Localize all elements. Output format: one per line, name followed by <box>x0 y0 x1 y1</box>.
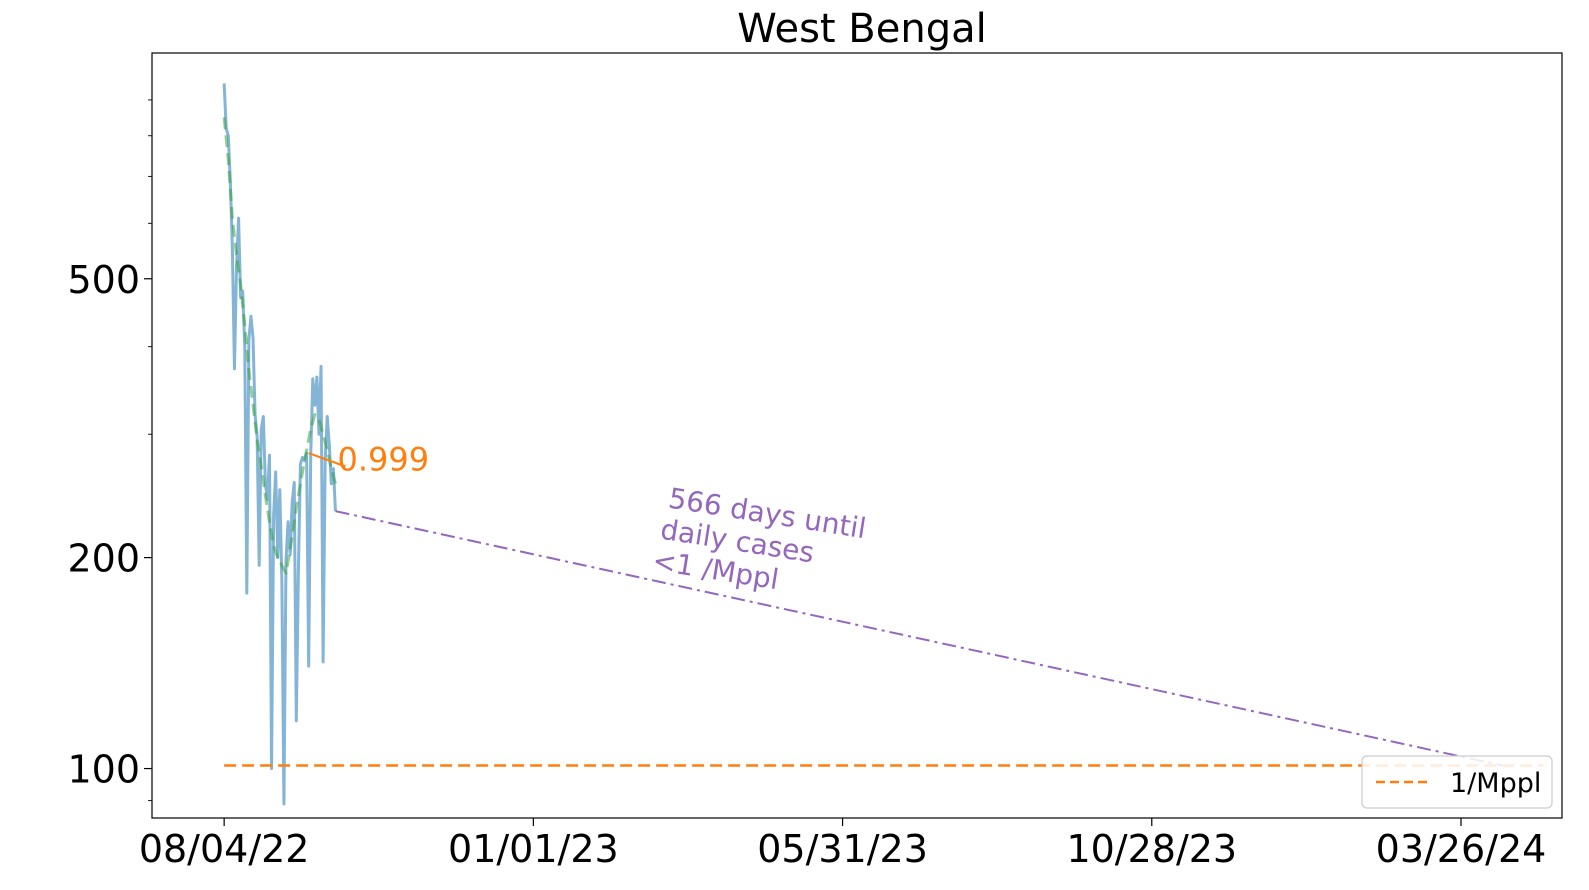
y-tick-label: 200 <box>67 537 140 581</box>
annotation-fit-label: 0.999 <box>338 440 430 478</box>
x-tick-label: 05/31/23 <box>757 827 928 871</box>
legend: 1/Mppl <box>1361 755 1553 809</box>
series-line-projection <box>335 510 1503 767</box>
y-tick-label: 500 <box>67 258 140 302</box>
plot-area <box>222 83 1544 806</box>
legend-label: 1/Mppl <box>1450 768 1541 799</box>
annotation-arrow <box>308 452 346 468</box>
legend-box <box>1361 755 1553 809</box>
x-tick-label: 03/26/24 <box>1376 827 1547 871</box>
x-tick-label: 01/01/23 <box>448 827 619 871</box>
axes: 08/04/22 01/01/23 05/31/23 10/28/23 03/26/24… <box>67 52 1563 871</box>
x-tick-label: 10/28/23 <box>1066 827 1237 871</box>
series-line-smoothed <box>222 117 337 575</box>
x-tick-label: 08/04/22 <box>139 827 310 871</box>
y-tick-label: 100 <box>67 748 140 792</box>
series-line-daily <box>222 83 337 806</box>
axes-frame <box>151 52 1563 819</box>
chart-title: West Bengal <box>737 6 986 52</box>
